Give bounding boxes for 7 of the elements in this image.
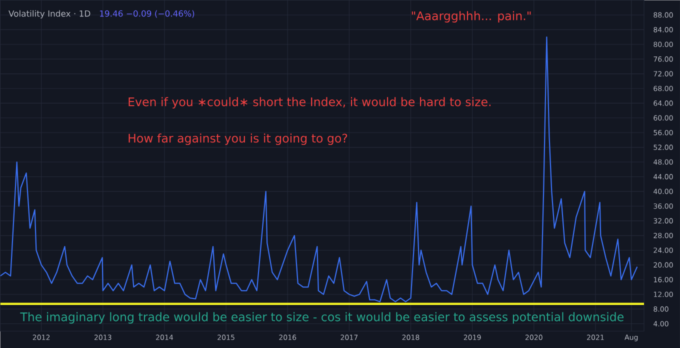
- annotation: How far against you is it going to go?: [128, 133, 348, 145]
- text: Volatility Index · 1D: [8, 10, 90, 18]
- line-series: [0, 36, 638, 302]
- annotation: The imaginary long trade would be easier to size - cos it would be easier to assess potential downside: [20, 312, 624, 324]
- annotation: "Aaargghhh... pain.": [412, 11, 531, 22]
- annotation: Even if you ∗could∗ short the Index, it would be hard to size.: [128, 97, 491, 108]
- text: 19.46 −0.09 (−0.46%): [100, 10, 194, 18]
